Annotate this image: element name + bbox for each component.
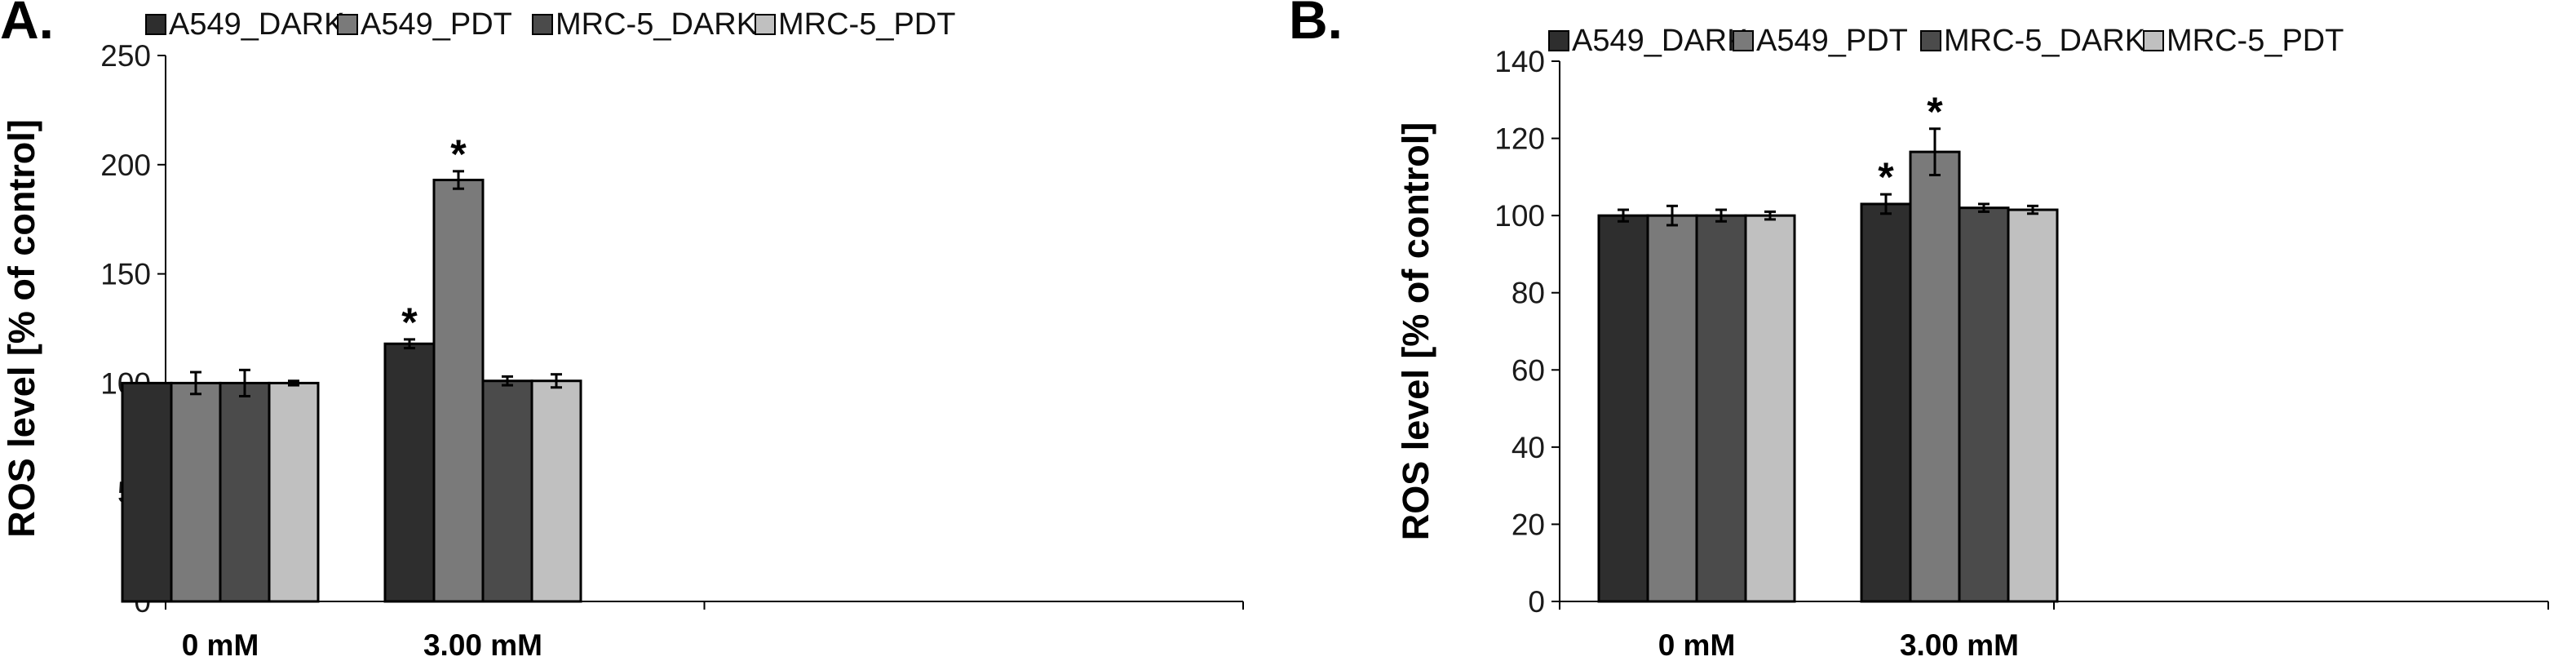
y-tick-label-80: 80 [1512, 277, 1545, 310]
bar-a549-dark-3-00-mm [383, 342, 436, 603]
y-tick-label-20: 20 [1512, 508, 1545, 541]
legend-swatch-mrc-5-dark [532, 14, 553, 35]
y-tick-label-100: 100 [1494, 199, 1545, 233]
significance-star-a549-pdt-3-00-mm: * [1927, 89, 1943, 135]
bar-mrc-5-pdt-3-00-mm [530, 379, 582, 603]
y-tick-label-0: 0 [1528, 585, 1545, 619]
bar-mrc-5-dark-3-00-mm [1958, 206, 2010, 603]
bar-a549-pdt-0-mm [1646, 214, 1698, 603]
legend-label-mrc-5-pdt: MRC-5_PDT [778, 7, 955, 42]
chart-panel-a: A. A549_DARK A549_PDT MRC-5_DARK MRC-5_PDT RO… [0, 0, 1244, 662]
panel-label: B. [1289, 0, 1343, 50]
legend-swatch-mrc-5-pdt [755, 14, 776, 35]
bar-a549-dark-0-mm [121, 381, 173, 603]
y-tick-label-250: 250 [100, 39, 151, 73]
bar-a549-pdt-3-00-mm [1909, 150, 1961, 603]
significance-star-a549-pdt-3-00-mm: * [450, 131, 467, 177]
bar-mrc-5-dark-0-mm [1695, 214, 1747, 603]
chart-panel-b: B. A549_DARK A549_PDT MRC-5_DARK MRC-5_PDT RO… [1288, 0, 2576, 670]
y-tick-label-120: 120 [1494, 122, 1545, 156]
bar-a549-dark-3-00-mm [1860, 202, 1912, 603]
legend-swatch-a549-dark [1548, 30, 1569, 51]
bar-a549-pdt-3-00-mm [432, 179, 485, 603]
x-category-label-3-00-mm: 3.00 mM [423, 628, 542, 662]
legend: A549_DARK A549_PDT MRC-5_DARK MRC-5_PDT [145, 7, 955, 42]
x-category-label-0-mm: 0 mM [182, 628, 259, 662]
y-tick-label-40: 40 [1512, 431, 1545, 464]
legend-swatch-mrc-5-dark [1920, 30, 1941, 51]
x-category-label-3-00-mm: 3.00 mM [1900, 628, 2019, 662]
bar-chart-b: B. A549_DARK A549_PDT MRC-5_DARK MRC-5_PDT RO… [1289, 0, 2549, 662]
bar-mrc-5-pdt-0-mm [268, 381, 320, 603]
y-tick-label-140: 140 [1494, 45, 1545, 78]
bar-mrc-5-pdt-0-mm [1744, 214, 1796, 603]
bar-mrc-5-pdt-3-00-mm [2007, 208, 2059, 603]
y-tick-label-60: 60 [1512, 353, 1545, 387]
legend-label-a549-pdt: A549_PDT [361, 7, 512, 42]
bar-a549-pdt-0-mm [170, 381, 222, 603]
panel-label: A. [0, 0, 54, 50]
legend-label-a549-dark: A549_DARK [169, 7, 344, 42]
legend-label-a549-dark: A549_DARK [1572, 24, 1747, 58]
legend-label-mrc-5-dark: MRC-5_DARK [1944, 24, 2145, 58]
legend-swatch-a549-pdt [1733, 30, 1754, 51]
significance-star-a549-dark-3-00-mm: * [1878, 154, 1894, 200]
significance-star-a549-dark-3-00-mm: * [401, 300, 418, 345]
bar-mrc-5-dark-0-mm [219, 381, 271, 603]
legend-label-mrc-5-dark: MRC-5_DARK [555, 7, 757, 42]
legend-label-a549-pdt: A549_PDT [1756, 24, 1908, 58]
y-tick-label-150: 150 [100, 258, 151, 291]
y-tick-label-200: 200 [100, 149, 151, 182]
y-axis-label: ROS level [% of control] [1, 119, 42, 538]
bar-a549-dark-0-mm [1597, 214, 1649, 603]
bar-chart-a: A. A549_DARK A549_PDT MRC-5_DARK MRC-5_PDT RO… [0, 0, 1244, 662]
legend-label-mrc-5-pdt: MRC-5_PDT [2167, 24, 2344, 58]
legend-swatch-mrc-5-pdt [2143, 30, 2164, 51]
legend-swatch-a549-dark [145, 14, 166, 35]
y-axis-label: ROS level [% of control] [1395, 122, 1436, 541]
legend-swatch-a549-pdt [337, 14, 358, 35]
bar-mrc-5-dark-3-00-mm [481, 379, 533, 603]
x-category-label-0-mm: 0 mM [1658, 628, 1736, 662]
legend: A549_DARK A549_PDT MRC-5_DARK MRC-5_PDT [1548, 24, 2344, 58]
